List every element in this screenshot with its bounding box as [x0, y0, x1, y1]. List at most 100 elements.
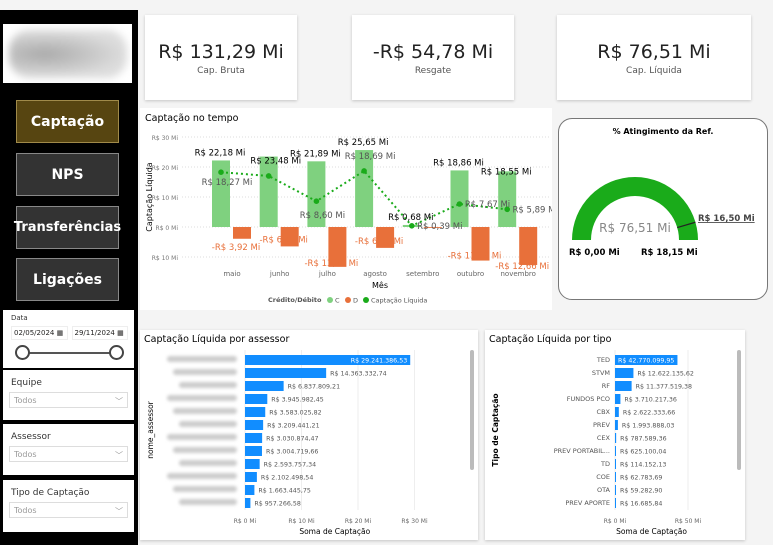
- data-label: R$ 3.030.874,47: [266, 436, 318, 443]
- y-axis-title: Captação Líquida: [145, 162, 154, 231]
- legend-title: Crédito/Débito: [268, 296, 322, 304]
- nav-captacao-button[interactable]: Captação: [16, 100, 119, 143]
- slider-start-handle[interactable]: [15, 345, 30, 360]
- net-label: R$ 7,67 Mi: [465, 200, 510, 210]
- kpi-value: R$ 131,29 Mi: [158, 41, 284, 63]
- x-tick-label: R$ 30 Mi: [401, 518, 428, 525]
- net-label: R$ 0,39 Mi: [417, 222, 462, 232]
- kpi-label: Resgate: [414, 66, 452, 76]
- blurred-name: [167, 473, 237, 479]
- bar: [615, 485, 616, 495]
- kpi-label: Cap. Líquida: [626, 66, 682, 76]
- end-date-value: 29/11/2024: [74, 329, 115, 337]
- bar: [245, 381, 284, 391]
- data-label: R$ 12.622.135,62: [637, 371, 693, 378]
- calendar-icon: ▦: [56, 329, 64, 337]
- captacao-tempo-chart: Captação no tempo R$ 30 Mi R$ 20 Mi R$ 10 M…: [140, 108, 558, 310]
- chart-title: Captação no tempo: [145, 113, 239, 124]
- kpi-label: Cap. Bruta: [197, 66, 245, 76]
- x-tick-label: junho: [269, 270, 290, 278]
- data-label: R$ 62.783,69: [620, 475, 662, 482]
- credit-label: R$ 25,65 Mi: [338, 138, 389, 148]
- bar: [245, 498, 251, 508]
- scrollbar[interactable]: [470, 350, 474, 470]
- y-tick-label: R$ 10 Mi: [152, 195, 179, 202]
- category-label: STVM: [592, 369, 610, 377]
- x-axis-title: Mês: [372, 280, 388, 290]
- data-label: R$ 3.710.217,36: [624, 397, 676, 404]
- y-axis-title: nome_assessor: [146, 400, 155, 458]
- gauge-target-label: R$ 16,50 Mi: [698, 214, 755, 224]
- scrollbar[interactable]: [737, 350, 741, 470]
- bar: [615, 420, 618, 430]
- x-tick-label: R$ 0 Mi: [604, 518, 627, 525]
- chevron-down-icon: ﹀: [115, 507, 123, 516]
- gauge-min-label: R$ 0,00 Mi: [569, 248, 620, 258]
- equipe-dropdown[interactable]: Todos ﹀: [9, 392, 128, 408]
- category-label: PREV: [593, 421, 611, 429]
- net-label: R$ 5,89 Mi: [513, 205, 552, 215]
- logo: [3, 24, 132, 83]
- x-tick-label: R$ 0 Mi: [234, 518, 257, 525]
- bar: [245, 485, 255, 495]
- net-point: [456, 201, 463, 207]
- end-date-input[interactable]: 29/11/2024 ▦: [71, 326, 128, 340]
- gauge-value: R$ 76,51 Mi: [599, 221, 671, 235]
- net-label: R$ 18,27 Mi: [202, 178, 253, 188]
- blurred-name: [179, 460, 237, 466]
- credit-label: R$ 18,86 Mi: [433, 158, 484, 168]
- assessor-label: Assessor: [11, 432, 51, 442]
- nav-transferencias-button[interactable]: Transferências: [14, 206, 121, 249]
- credit-bar: [307, 161, 326, 227]
- x-tick-label: R$ 10 Mi: [288, 518, 315, 525]
- gauge-max-label: R$ 18,15 Mi: [641, 248, 698, 258]
- data-label: R$ 3.945.982,45: [271, 397, 323, 404]
- kpi-value: -R$ 54,78 Mi: [372, 41, 494, 63]
- bar: [615, 368, 634, 378]
- credit-bar: [498, 171, 517, 227]
- x-tick-label: maio: [223, 270, 240, 278]
- bar: [245, 407, 266, 417]
- assessor-filter: Assessor Todos ﹀: [3, 424, 134, 475]
- net-point: [409, 223, 415, 229]
- bar: [245, 394, 268, 404]
- gauge-arc: [572, 177, 698, 240]
- nav-nps-button[interactable]: NPS: [16, 153, 119, 196]
- data-label: R$ 114.152,13: [620, 462, 666, 469]
- data-label: R$ 14.363.332,74: [330, 371, 386, 378]
- nav-ligacoes-button[interactable]: Ligações: [16, 258, 119, 301]
- data-label: R$ 1.663.445,75: [258, 488, 310, 495]
- blurred-name: [167, 356, 237, 362]
- assessor-dropdown[interactable]: Todos ﹀: [9, 446, 128, 462]
- bar: [245, 368, 327, 378]
- data-label: R$ 16.685,84: [620, 501, 662, 508]
- x-tick-label: R$ 20 Mi: [345, 518, 372, 525]
- debit-bar: [376, 227, 395, 248]
- credit-label: R$ 0,68 Mi: [388, 213, 433, 223]
- credit-bar: [212, 160, 230, 227]
- debit-bar: [233, 227, 251, 239]
- blurred-name: [173, 408, 237, 414]
- bar: [615, 459, 616, 469]
- legend-label: C: [335, 297, 340, 305]
- x-tick-label: agosto: [363, 270, 387, 278]
- x-axis-title: Soma de Captação: [299, 527, 370, 536]
- y-tick-label: R$ 0 Mi: [156, 225, 179, 232]
- debit-bar: [423, 227, 442, 228]
- credit-bar: [259, 156, 278, 227]
- debit-label: -R$ 11,19 Mi: [448, 252, 502, 262]
- credit-label: R$ 18,55 Mi: [481, 167, 532, 177]
- credit-label: R$ 22,18 Mi: [195, 148, 246, 158]
- bar: [615, 446, 616, 456]
- chart-title: Captação Líquida por assessor: [144, 334, 289, 345]
- debit-label: -R$ 12,66 Mi: [495, 262, 549, 272]
- x-tick-label: R$ 50 Mi: [675, 518, 702, 525]
- tipo-dropdown[interactable]: Todos ﹀: [9, 502, 128, 518]
- x-tick-label: julho: [318, 270, 336, 278]
- start-date-input[interactable]: 02/05/2024 ▦: [11, 326, 68, 340]
- kpi-value: R$ 76,51 Mi: [597, 41, 711, 63]
- bar: [615, 472, 616, 482]
- data-label: R$ 787.589,36: [620, 436, 666, 443]
- kpi-cap-bruta: R$ 131,29 Mi Cap. Bruta: [145, 15, 297, 100]
- slider-end-handle[interactable]: [109, 345, 124, 360]
